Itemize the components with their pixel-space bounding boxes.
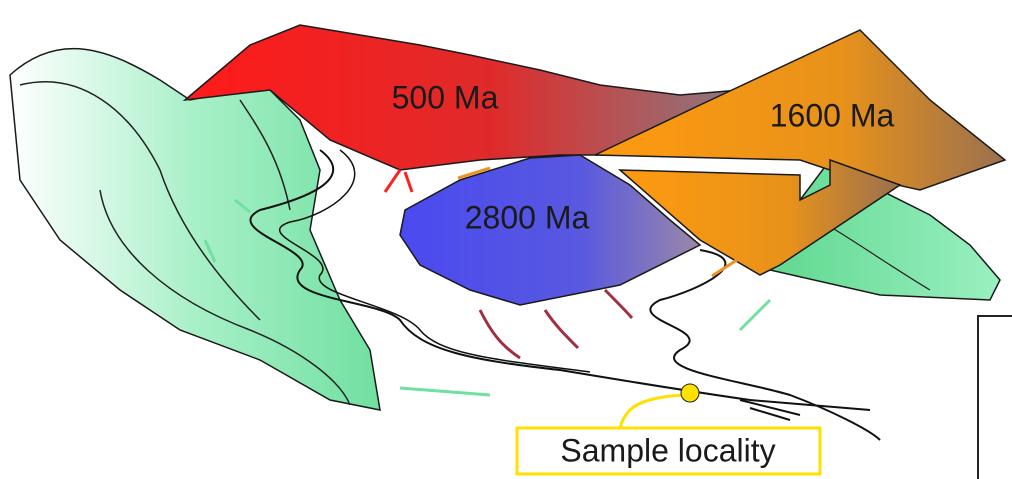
flow-arrow: [739, 399, 801, 421]
callout-text: Sample locality: [560, 432, 775, 468]
red-terrane: [182, 24, 742, 171]
contour: [239, 99, 291, 211]
blue-terrane: [399, 154, 702, 306]
terrane-label: 2800 Ma: [465, 199, 590, 235]
terrane-label: 1600 Ma: [770, 97, 895, 133]
callout-line: [618, 393, 691, 429]
callout-box: [515, 426, 822, 476]
river-bank: [279, 149, 591, 373]
contour: [19, 81, 261, 321]
terrane-label: 500 Ma: [392, 79, 499, 115]
orange-terrane-lower: [617, 158, 902, 276]
river-bank: [249, 149, 871, 411]
arrows: [203, 166, 772, 397]
orange-terrane: [594, 29, 1007, 191]
inset-frame: [977, 315, 1012, 479]
river-bank: [649, 249, 881, 441]
sample-dot: [680, 383, 700, 403]
contour: [99, 189, 351, 406]
left-hills: [9, 47, 381, 411]
